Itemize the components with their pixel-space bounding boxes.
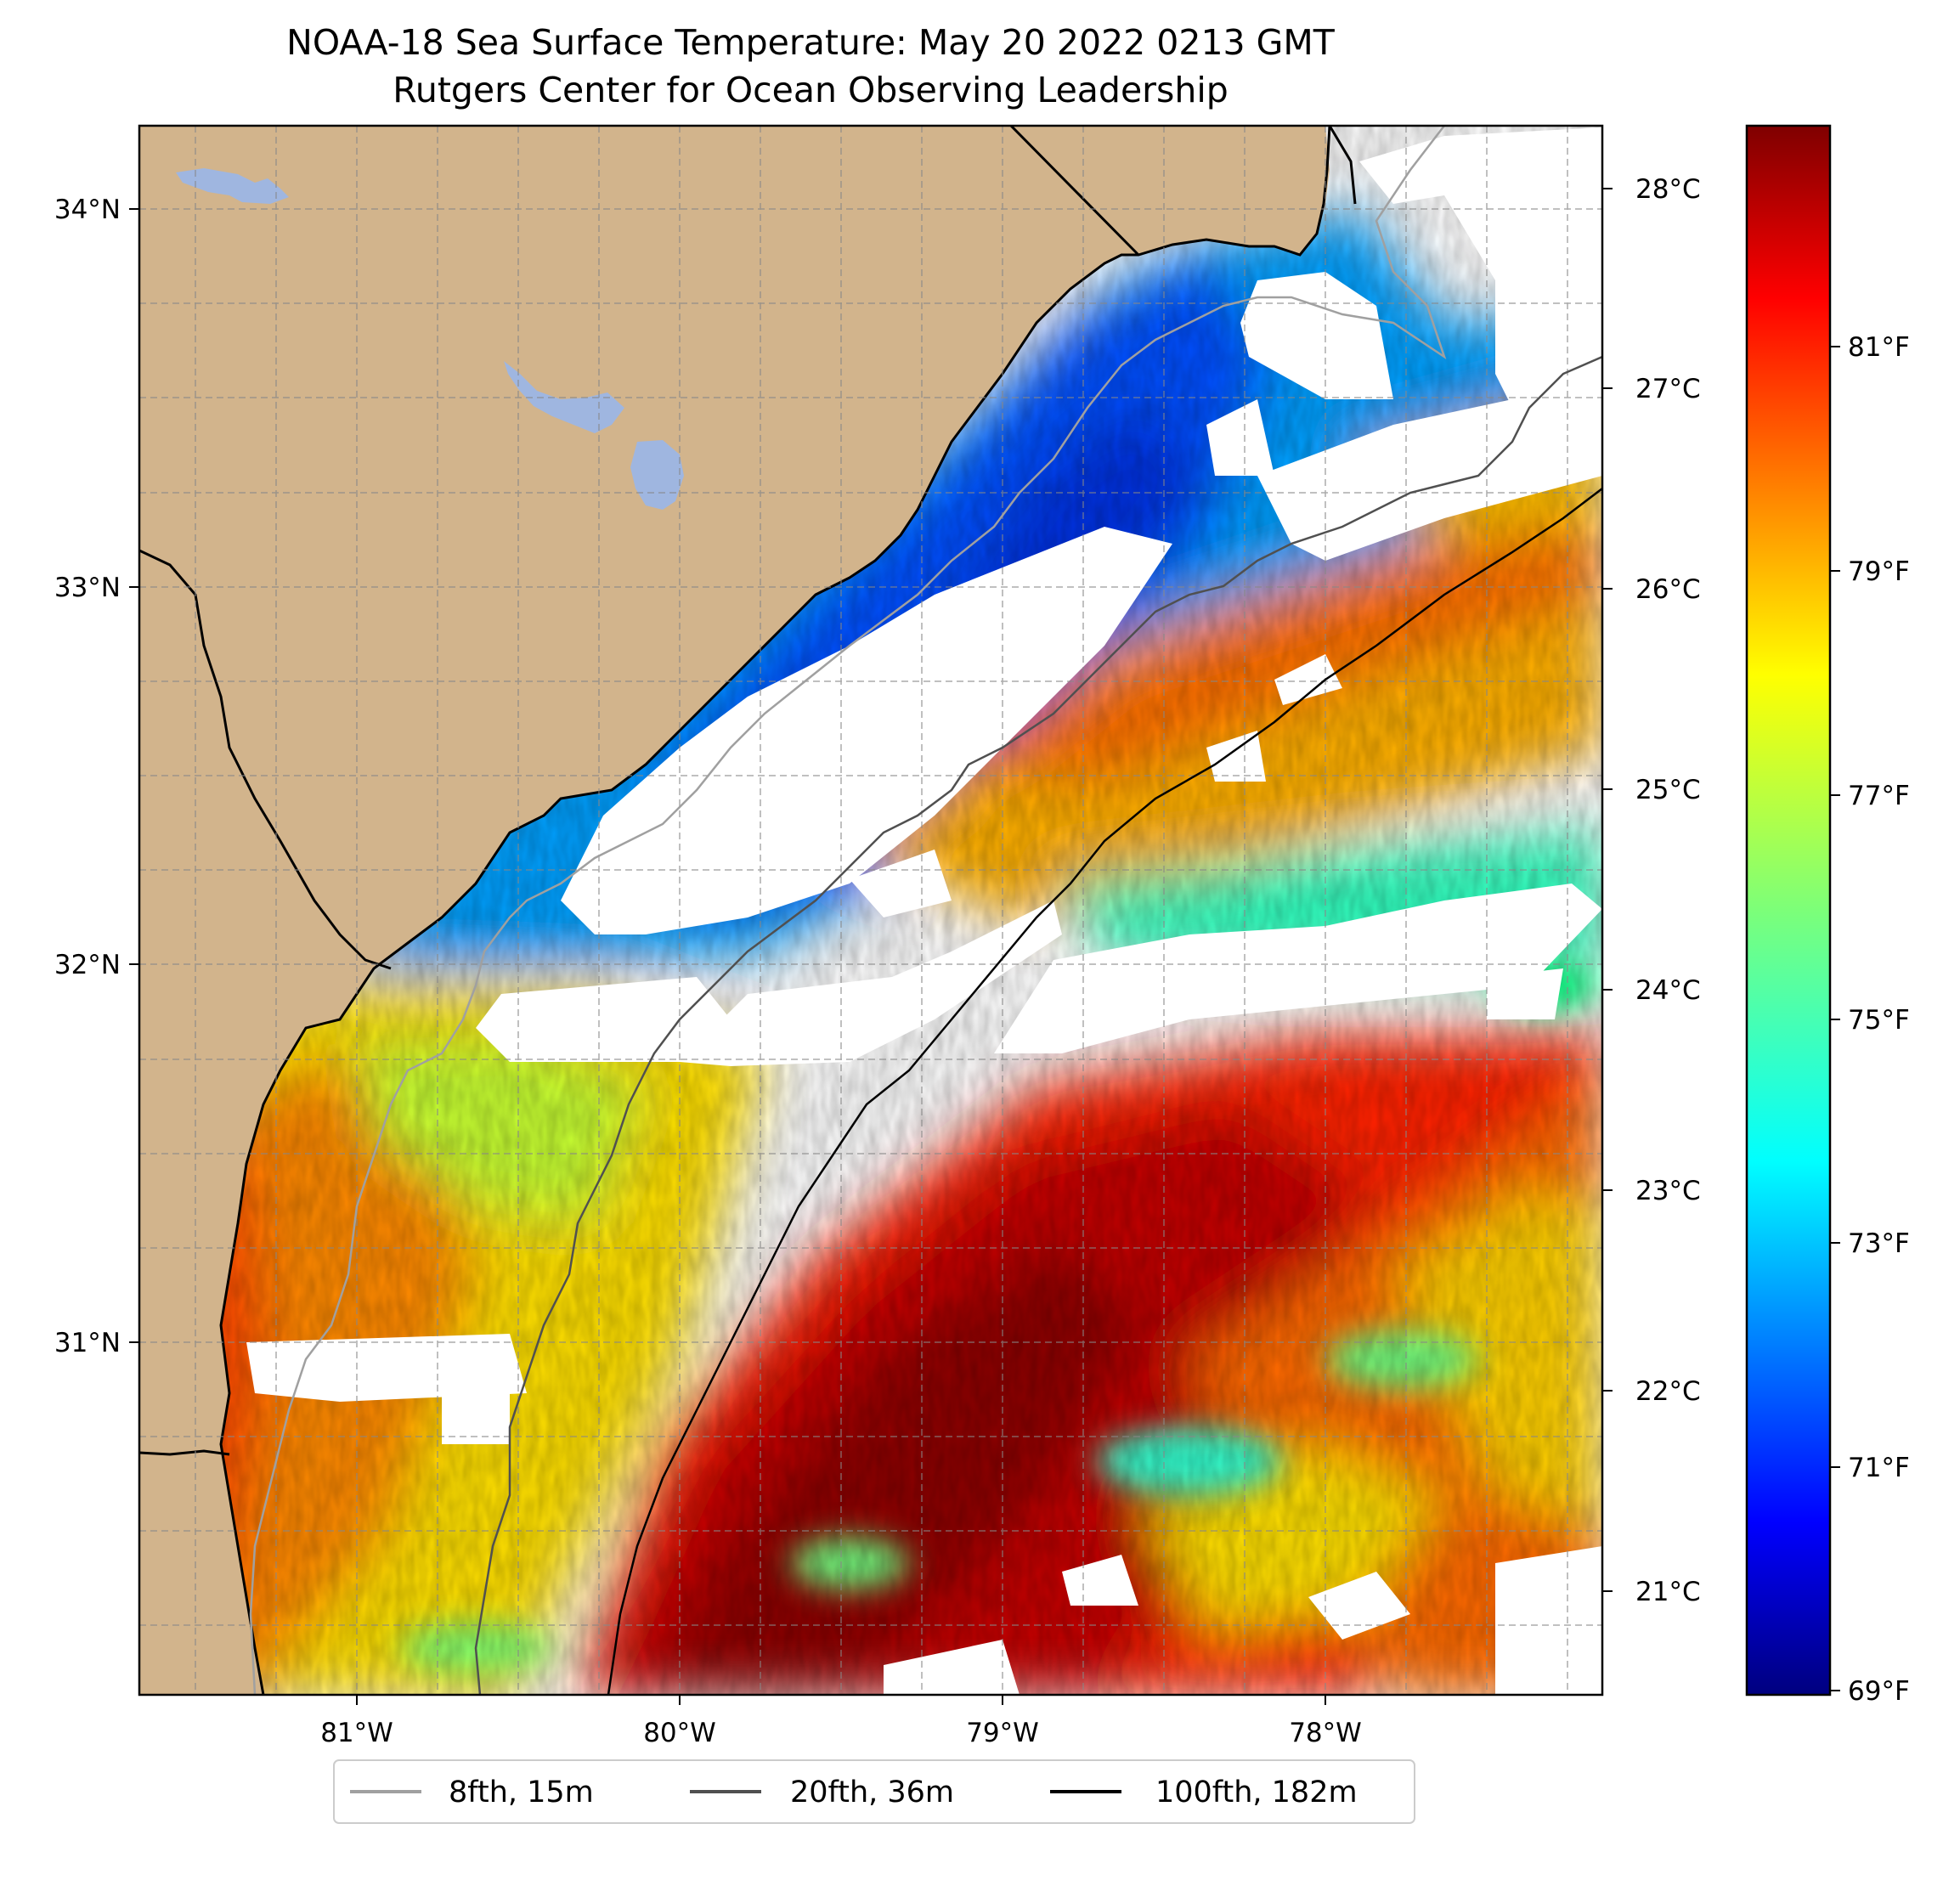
celsius-tick-27: 27°C — [1635, 374, 1701, 404]
lat-tick-32n: 32°N — [54, 950, 121, 980]
map-frame — [138, 124, 1604, 1697]
fahrenheit-tick-69: 69°F — [1848, 1676, 1910, 1707]
fahrenheit-tick-79: 79°F — [1848, 556, 1910, 587]
chart-title: NOAA-18 Sea Surface Temperature: May 20 … — [0, 19, 1621, 114]
celsius-ticks — [1602, 188, 1613, 1592]
colorbar-gradient — [1745, 124, 1832, 1697]
grid-lines — [139, 126, 1602, 1695]
lat-tick-34n: 34°N — [54, 195, 121, 225]
no-data-mask — [246, 127, 1602, 1695]
lake-marion — [504, 361, 624, 433]
legend: 8fth, 15m 20fth, 36m 100fth, 182m — [333, 1759, 1415, 1824]
celsius-tick-25: 25°C — [1635, 775, 1701, 805]
fahrenheit-tick-73: 73°F — [1848, 1228, 1910, 1259]
legend-label-20fth: 20fth, 36m — [790, 1776, 954, 1809]
lon-tick-79w: 79°W — [966, 1718, 1039, 1748]
lake-moultrie — [176, 168, 289, 204]
celsius-tick-22: 22°C — [1635, 1376, 1701, 1407]
legend-box — [333, 1759, 1415, 1824]
celsius-tick-23: 23°C — [1635, 1176, 1701, 1206]
subtitle-line: Rutgers Center for Ocean Observing Leade… — [393, 70, 1229, 110]
lon-tick-78w: 78°W — [1289, 1718, 1362, 1748]
legend-label-8fth: 8fth, 15m — [449, 1776, 594, 1809]
title-line: NOAA-18 Sea Surface Temperature: May 20 … — [286, 22, 1335, 63]
lon-tick-80w: 80°W — [643, 1718, 716, 1748]
axis-ticks — [129, 208, 1326, 1705]
lon-tick-81w: 81°W — [320, 1718, 393, 1748]
celsius-tick-28: 28°C — [1635, 174, 1701, 205]
contour-100fth — [607, 488, 1602, 1695]
fahrenheit-tick-75: 75°F — [1848, 1005, 1910, 1036]
fahrenheit-tick-71: 71°F — [1848, 1453, 1910, 1483]
celsius-tick-21: 21°C — [1635, 1577, 1701, 1607]
colorbar: 81°F 79°F 77°F 75°F 73°F 71°F 69°F — [1745, 124, 1910, 1707]
legend-label-100fth: 100fth, 182m — [1155, 1776, 1358, 1809]
lat-tick-31n: 31°N — [54, 1328, 121, 1358]
contour-8fth — [249, 126, 1447, 1695]
coastline — [139, 126, 1357, 1695]
contour-20fth — [474, 355, 1602, 1695]
fahrenheit-tick-81: 81°F — [1848, 332, 1910, 363]
fahrenheit-tick-77: 77°F — [1848, 781, 1910, 811]
bathymetry-contours — [249, 126, 1602, 1695]
celsius-tick-24: 24°C — [1635, 975, 1701, 1006]
map-plot-area — [139, 126, 1602, 1695]
lat-tick-33n: 33°N — [54, 573, 121, 603]
celsius-tick-26: 26°C — [1635, 574, 1701, 605]
